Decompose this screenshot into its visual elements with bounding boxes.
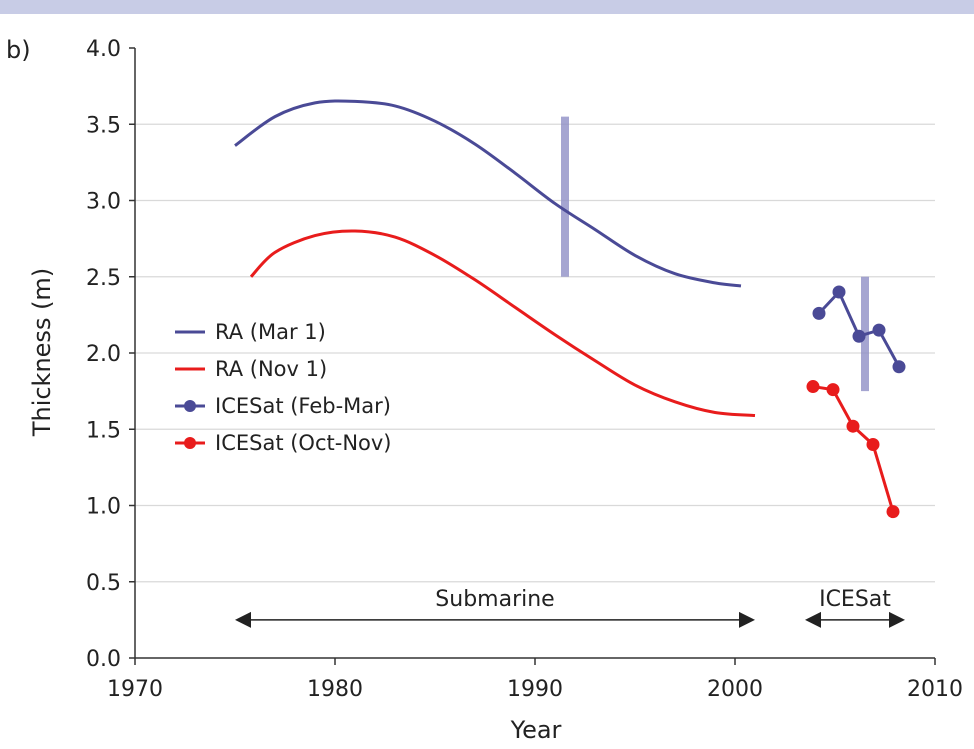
y-tick-label: 2.5 — [86, 266, 121, 291]
y-tick-label: 0.0 — [86, 647, 121, 672]
annotations: Submarine ICESat — [235, 587, 905, 628]
error-bars — [561, 116, 869, 392]
y-tick-label: 4.0 — [86, 37, 121, 62]
legend: RA (Mar 1) RA (Nov 1) ICESat (Feb-Mar) ICES… — [175, 320, 392, 455]
y-tick-label: 2.0 — [86, 342, 121, 367]
legend-marker — [184, 437, 196, 449]
data-point — [852, 329, 866, 343]
annotation-arrowhead-right — [739, 611, 755, 628]
data-point — [892, 360, 906, 374]
series-line — [817, 289, 901, 368]
series-layer — [234, 99, 906, 519]
data-point — [826, 383, 840, 397]
grid — [135, 123, 935, 583]
legend-label: RA (Nov 1) — [215, 357, 327, 381]
data-point — [866, 438, 880, 451]
data-point — [872, 323, 886, 337]
x-tick-label: 2000 — [707, 677, 763, 702]
x-tick-labels: 1970 1980 1990 2000 2010 — [107, 677, 963, 702]
series-line — [234, 99, 742, 288]
annotation-arrowhead-left — [805, 611, 821, 628]
data-point — [832, 285, 846, 299]
legend-label: RA (Mar 1) — [215, 320, 326, 344]
y-axis-title: Thickness (m) — [28, 268, 56, 437]
annotation-arrowhead-right — [889, 611, 905, 628]
x-axis-title: Year — [510, 716, 562, 744]
data-point — [806, 380, 820, 394]
y-tick-label: 3.0 — [86, 190, 121, 215]
data-point — [812, 306, 826, 320]
legend-label: ICESat (Feb-Mar) — [215, 394, 391, 418]
x-tick-label: 1990 — [507, 677, 563, 702]
y-tick-label: 1.5 — [86, 418, 121, 443]
axes — [129, 47, 936, 665]
y-tick-label: 0.5 — [86, 571, 121, 596]
x-tick-label: 1970 — [107, 677, 163, 702]
series-line — [812, 385, 895, 513]
y-tick-labels: 0.0 0.5 1.0 1.5 2.0 2.5 3.0 3.5 4.0 — [86, 37, 121, 672]
x-tick-label: 2010 — [907, 677, 963, 702]
x-tick-label: 1980 — [307, 677, 363, 702]
top-color-band — [0, 0, 974, 14]
annotation-label: Submarine — [435, 587, 554, 612]
annotation-label: ICESat — [819, 587, 891, 612]
data-point — [846, 419, 860, 433]
data-point — [886, 505, 900, 519]
y-tick-label: 3.5 — [86, 113, 121, 138]
y-tick-label: 1.0 — [86, 495, 121, 520]
legend-marker — [184, 400, 196, 412]
annotation-arrowhead-left — [235, 611, 251, 628]
panel-label: b) — [6, 36, 31, 64]
legend-label: ICESat (Oct-Nov) — [215, 431, 392, 455]
series-line — [249, 229, 756, 418]
